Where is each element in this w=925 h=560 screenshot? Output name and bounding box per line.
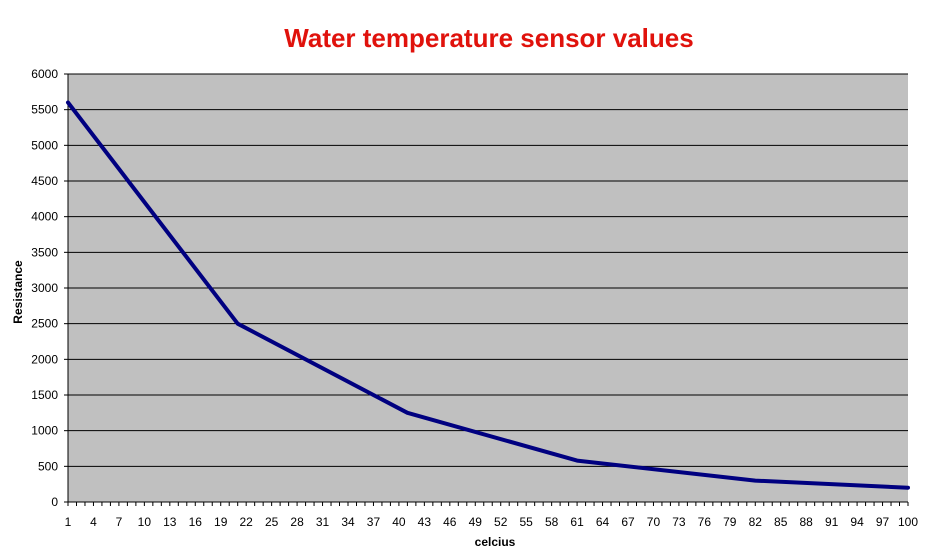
y-tick-label: 0	[51, 495, 58, 509]
x-tick-label: 22	[240, 515, 254, 529]
x-tick-label: 43	[418, 515, 432, 529]
x-axis-ticks: 1 4 7 10 13 16 19 22 25 28 31 34 37 40 43 46 49 52 55 58 61 6…	[65, 502, 918, 529]
y-tick-label: 4500	[31, 174, 58, 188]
y-tick-label: 500	[38, 459, 58, 473]
y-tick-label: 1500	[31, 388, 58, 402]
y-tick-label: 3000	[31, 281, 58, 295]
x-tick-label: 46	[443, 515, 457, 529]
x-tick-label: 88	[800, 515, 814, 529]
y-tick-label: 2500	[31, 317, 58, 331]
x-tick-label: 49	[469, 515, 483, 529]
data-point	[754, 480, 756, 482]
y-tick-label: 6000	[31, 67, 58, 81]
series-line	[66, 100, 910, 490]
x-tick-label: 82	[749, 515, 763, 529]
y-axis-label: Resistance	[11, 260, 25, 324]
x-tick-label: 40	[392, 515, 406, 529]
x-tick-label: 10	[138, 515, 152, 529]
x-tick-label: 97	[876, 515, 890, 529]
y-tick-label: 3500	[31, 245, 58, 259]
gridlines	[68, 73, 908, 467]
x-tick-label: 70	[647, 515, 661, 529]
series	[66, 100, 910, 490]
x-tick-label: 85	[774, 515, 788, 529]
x-tick-label: 25	[265, 515, 279, 529]
y-tick-label: 1000	[31, 424, 58, 438]
x-tick-label: 28	[290, 515, 304, 529]
x-tick-label: 7	[116, 515, 123, 529]
data-point	[237, 323, 239, 325]
x-tick-label: 16	[189, 515, 203, 529]
x-tick-label: 13	[163, 515, 177, 529]
x-tick-label: 19	[214, 515, 228, 529]
chart-title: Water temperature sensor values	[284, 23, 693, 53]
x-tick-label: 91	[825, 515, 839, 529]
data-point	[406, 412, 408, 414]
x-tick-label: 79	[723, 515, 737, 529]
data-point	[576, 460, 578, 462]
x-tick-label: 31	[316, 515, 330, 529]
x-tick-label: 67	[621, 515, 635, 529]
data-point	[67, 102, 69, 104]
y-tick-label: 2000	[31, 352, 58, 366]
x-tick-label: 100	[898, 515, 918, 529]
x-tick-label: 94	[850, 515, 864, 529]
x-tick-label: 58	[545, 515, 559, 529]
x-tick-label: 1	[65, 515, 72, 529]
x-tick-label: 37	[367, 515, 381, 529]
data-point	[907, 487, 909, 489]
y-tick-label: 5000	[31, 138, 58, 152]
x-axis-label: celcius	[475, 535, 516, 549]
x-tick-label: 73	[672, 515, 686, 529]
x-tick-label: 64	[596, 515, 610, 529]
y-tick-label: 4000	[31, 210, 58, 224]
x-tick-label: 52	[494, 515, 508, 529]
y-tick-label: 5500	[31, 103, 58, 117]
x-tick-label: 76	[698, 515, 712, 529]
x-tick-label: 55	[520, 515, 534, 529]
x-tick-label: 4	[90, 515, 97, 529]
y-axis-ticks: 0 500 1000 1500 2000 2500 3000 3500 4000 4500 5000…	[31, 67, 68, 509]
x-tick-label: 34	[341, 515, 355, 529]
x-tick-label: 61	[570, 515, 584, 529]
